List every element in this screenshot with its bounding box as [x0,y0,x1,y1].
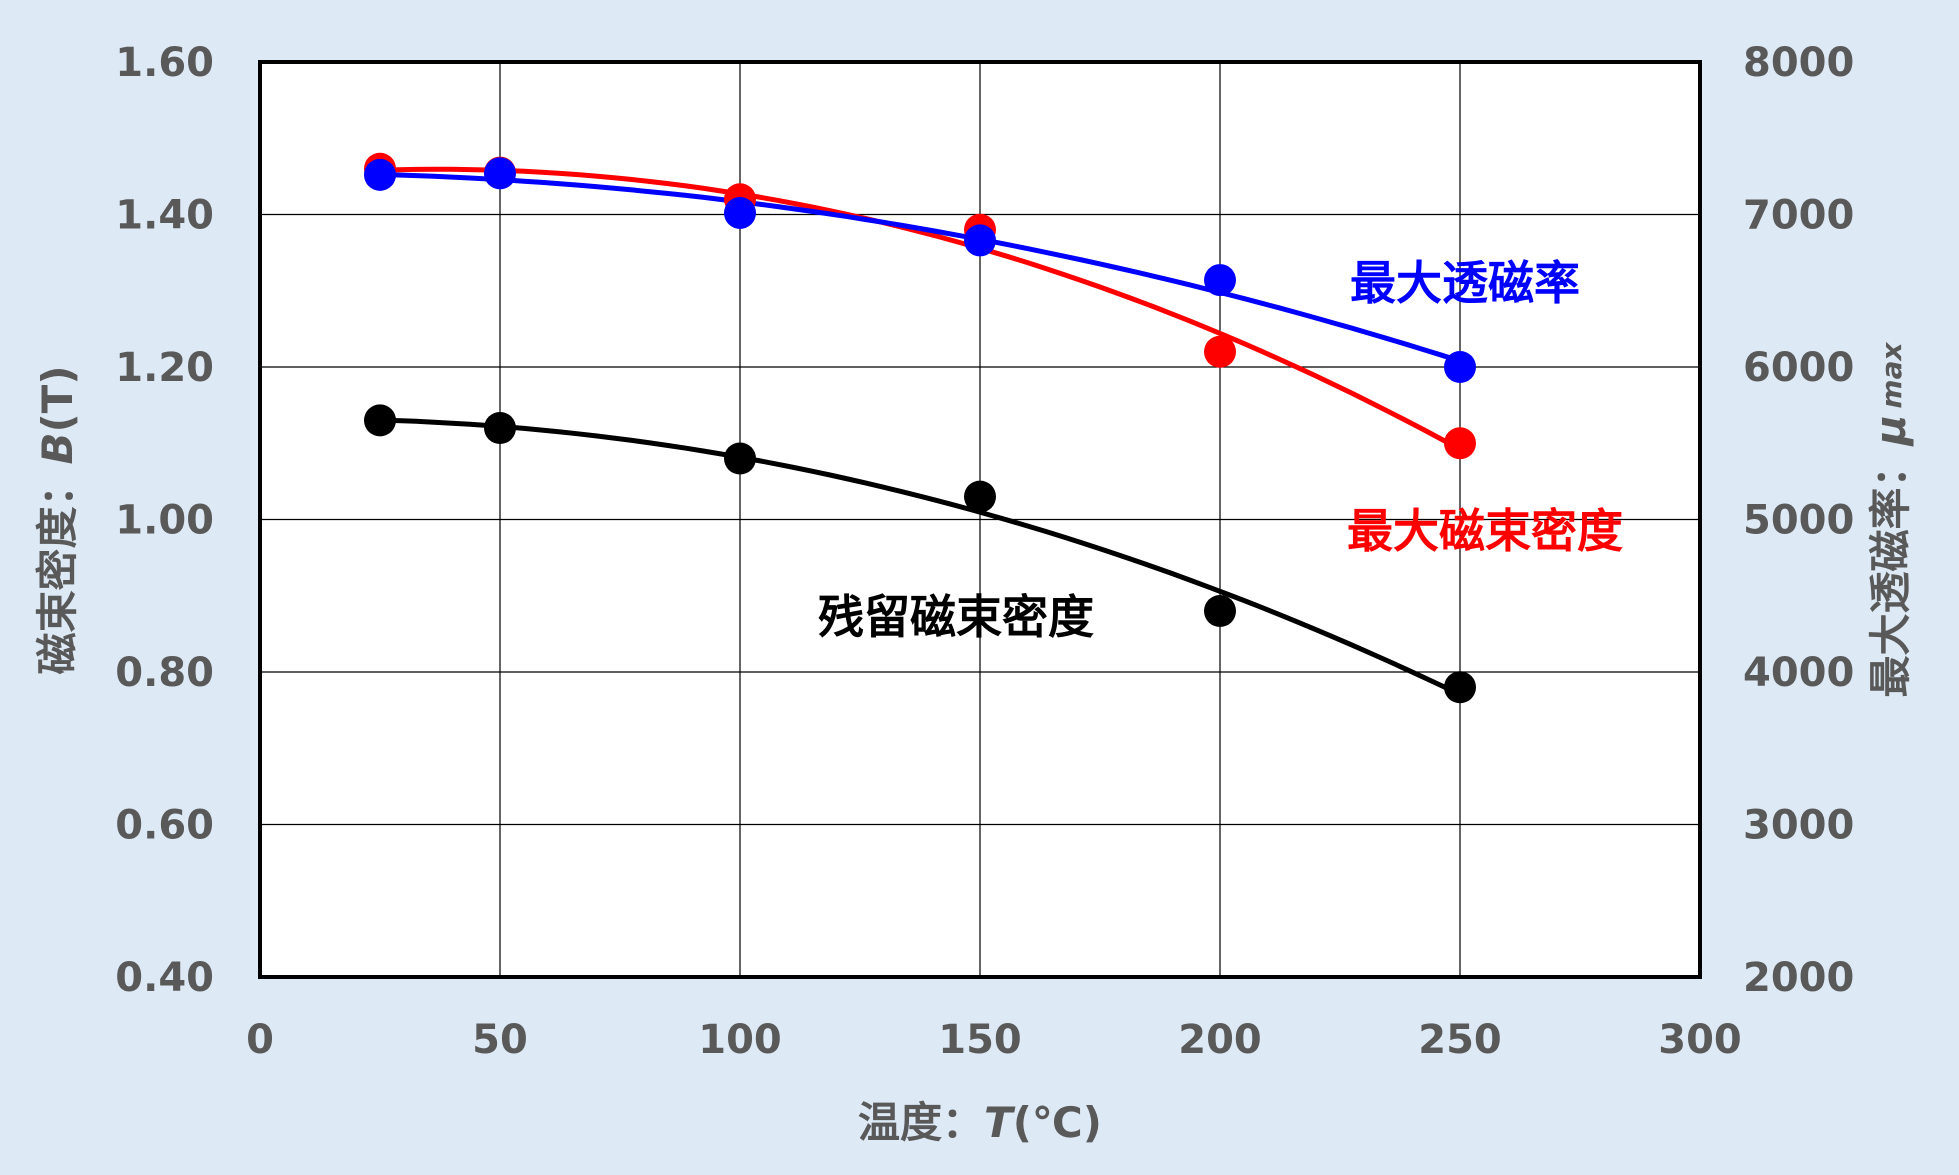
series-label-remanent: 残留磁束密度 [818,590,1094,644]
data-point-remanent [1204,595,1236,627]
data-point-remanent [364,404,396,437]
trend-line-remanent [379,417,1462,697]
x-tick-label: 0 [246,1017,274,1063]
x-tick-label: 150 [938,1017,1022,1063]
x-axis-title: 温度：T(℃) [858,1098,1102,1147]
data-point-remanent [484,412,516,444]
trend-line-max-flux [379,166,1462,452]
y-tick-label: 0.80 [115,650,214,696]
x-tick-label: 50 [472,1017,528,1063]
series-label-max-permeability: 最大透磁率 [1350,256,1580,310]
y2-tick-label: 3000 [1743,803,1854,849]
y2-tick-label: 5000 [1743,498,1854,544]
y-tick-label: 0.60 [115,803,214,849]
y-tick-labels: 0.40 0.60 0.80 1.00 1.20 1.40 1.60 [115,40,214,1001]
data-point-max-permeability [964,224,996,257]
x-tick-label: 250 [1418,1017,1502,1063]
y-tick-label: 1.40 [115,193,214,239]
y2-tick-label: 2000 [1743,955,1854,1001]
data-point-max-permeability [1444,351,1476,383]
y2-tick-label: 6000 [1743,345,1854,391]
series-label-max-flux: 最大磁束密度 [1347,504,1623,558]
x-tick-label: 200 [1178,1017,1262,1063]
y2-tick-label: 4000 [1743,650,1854,696]
data-point-max-permeability [1204,264,1236,297]
data-point-remanent [724,442,756,475]
y2-tick-labels: 2000 3000 4000 5000 6000 7000 8000 [1743,40,1854,1001]
y2-tick-label: 7000 [1743,193,1854,239]
y2-tick-label: 8000 [1743,40,1854,86]
data-point-remanent [964,480,996,513]
data-point-max-permeability [364,158,396,191]
data-point-max-flux [1204,335,1236,368]
data-point-max-permeability [724,196,756,229]
x-tick-label: 300 [1658,1017,1742,1063]
trend-line-max-permeability [379,171,1461,364]
y-tick-label: 1.00 [115,498,214,544]
y2-axis-title: 最大透磁率：μmax [1866,342,1915,698]
y-axis-title: 磁束密度：B(T) [33,365,82,674]
y-tick-label: 1.60 [115,40,214,86]
y-tick-label: 1.20 [115,345,214,391]
x-tick-labels: 0 50 100 150 200 250 300 [246,1017,1742,1063]
data-point-max-flux [1444,427,1476,460]
plot-border [258,60,1702,979]
data-point-remanent [1444,671,1476,704]
data-point-max-permeability [484,157,516,190]
y-tick-label: 0.40 [115,955,214,1001]
data-points [364,152,1476,704]
trend-lines [379,166,1462,697]
x-tick-label: 100 [698,1017,782,1063]
